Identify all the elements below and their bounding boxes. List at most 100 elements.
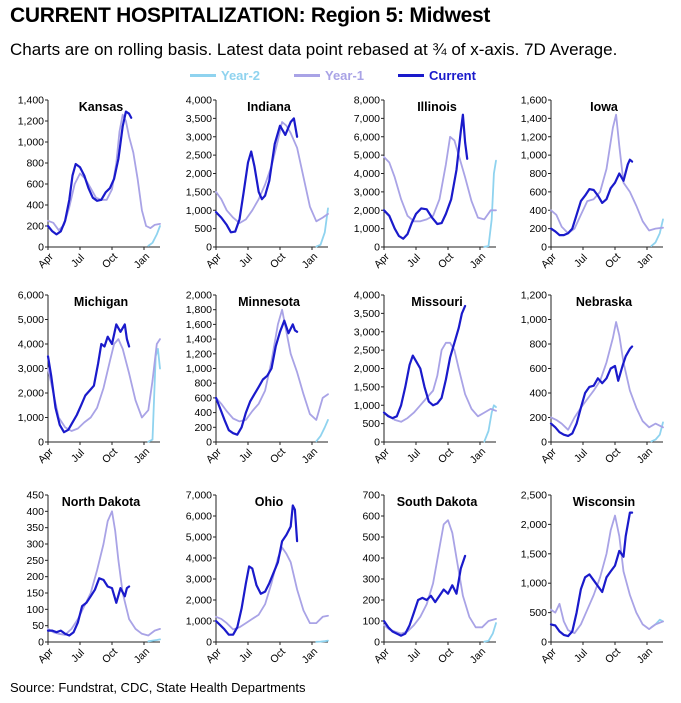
y-tick-label: 1,000 (521, 150, 547, 162)
series-current-line (214, 504, 299, 636)
x-tick-label: Jul (69, 447, 87, 465)
y-tick-label: 1,500 (354, 381, 380, 393)
y-tick-label: 200 (26, 221, 44, 233)
chart-nebraska: 0 200 400 600 800 1,000 1,200 Apr Jul Oct Jan Nebra… (521, 290, 664, 466)
y-tick-label: 50 (32, 620, 44, 632)
y-tick-label: 7,000 (354, 113, 380, 125)
series-year-1-line (215, 121, 329, 225)
x-tick-label: Jul (237, 252, 255, 270)
series-year-1-line (215, 546, 329, 631)
series-year-1-line (550, 514, 664, 635)
y-tick-label: 350 (26, 522, 44, 534)
y-tick-label: 400 (362, 553, 380, 565)
y-tick-label: 5,000 (18, 314, 44, 326)
y-tick-label: 2,000 (354, 363, 380, 375)
legend-label-current: Current (429, 67, 476, 83)
y-tick-label: 2,000 (186, 595, 212, 607)
x-tick-label: Oct (268, 646, 288, 666)
y-tick-label: 500 (362, 418, 380, 430)
y-tick-label: 2,500 (354, 345, 380, 357)
series-year-1-line (383, 341, 497, 423)
y-tick-label: 2,000 (521, 519, 547, 531)
y-tick-label: 0 (541, 637, 547, 649)
y-tick-label: 1,400 (186, 334, 212, 346)
x-tick-label: Apr (204, 251, 224, 271)
y-tick-label: 800 (529, 168, 547, 180)
y-tick-label: 1,000 (521, 578, 547, 590)
x-tick-label: Jan (468, 646, 489, 667)
y-tick-label: 100 (26, 604, 44, 616)
y-tick-label: 6,000 (18, 290, 44, 302)
x-tick-label: Oct (100, 251, 120, 271)
x-tick-label: Jan (132, 251, 153, 272)
y-tick-label: 0 (38, 242, 44, 254)
y-tick-label: 200 (362, 595, 380, 607)
legend-label-year-2: Year-2 (221, 67, 261, 83)
y-tick-label: 3,500 (186, 113, 212, 125)
x-tick-label: Jan (132, 646, 153, 667)
series-current-line (46, 577, 131, 637)
x-tick-label: Jul (405, 447, 423, 465)
chart-title: South Dakota (397, 495, 479, 509)
y-tick-label: 300 (26, 539, 44, 551)
y-tick-label: 1,500 (521, 548, 547, 560)
x-tick-label: Jan (300, 646, 321, 667)
x-tick-label: Apr (36, 646, 56, 666)
y-tick-label: 400 (529, 205, 547, 217)
y-tick-label: 6,000 (186, 511, 212, 523)
x-tick-label: Oct (436, 251, 456, 271)
y-tick-label: 500 (194, 223, 212, 235)
y-tick-label: 400 (194, 407, 212, 419)
chart-kansas: 0 200 400 600 800 1,000 1,200 1,400 Apr Jul Oct Jan… (18, 95, 161, 272)
source-note: Source: Fundstrat, CDC, State Health Dep… (10, 680, 306, 695)
x-tick-label: Oct (603, 251, 623, 271)
chart-minnesota: 0 200 400 600 800 1,000 1,200 1,400 1,600 1,800 2,… (186, 290, 329, 466)
y-tick-label: 1,000 (521, 314, 547, 326)
legend: Year-2 Year-1 Current (190, 66, 550, 84)
chart-title: Iowa (590, 100, 619, 114)
x-tick-label: Oct (268, 251, 288, 271)
y-tick-label: 1,000 (186, 616, 212, 628)
y-tick-label: 800 (194, 378, 212, 390)
x-tick-label: Jul (572, 252, 590, 270)
series-current-line (382, 554, 467, 637)
series-year-2-line (650, 218, 664, 248)
y-tick-label: 600 (194, 392, 212, 404)
y-tick-label: 4,000 (354, 290, 380, 302)
y-tick-label: 1,600 (521, 95, 547, 107)
x-tick-label: Jan (132, 446, 153, 467)
y-tick-label: 4,000 (186, 95, 212, 107)
y-tick-label: 6,000 (354, 131, 380, 143)
series-year-1-line (47, 510, 161, 637)
y-tick-label: 300 (362, 574, 380, 586)
chart-title: Indiana (247, 100, 292, 114)
y-tick-label: 500 (529, 607, 547, 619)
series-year-1-line (47, 338, 161, 432)
x-tick-label: Jul (237, 447, 255, 465)
x-tick-label: Jan (635, 251, 656, 272)
legend-item-year-2: Year-2 (190, 66, 260, 84)
y-tick-label: 0 (206, 242, 212, 254)
series-year-2-line (483, 622, 497, 643)
x-tick-label: Apr (539, 251, 559, 271)
chart-title: Minnesota (238, 295, 301, 309)
series-current-line (46, 110, 133, 236)
y-tick-label: 1,400 (521, 113, 547, 125)
series-current-line (46, 323, 131, 434)
x-tick-label: Oct (603, 646, 623, 666)
x-tick-label: Oct (100, 646, 120, 666)
y-tick-label: 0 (374, 242, 380, 254)
x-tick-label: Oct (436, 446, 456, 466)
page-title: CURRENT HOSPITALIZATION: Region 5: Midwe… (10, 4, 491, 27)
legend-label-year-1: Year-1 (325, 67, 365, 83)
y-tick-label: 1,400 (18, 95, 44, 107)
y-tick-label: 1,200 (521, 290, 547, 302)
y-tick-label: 200 (529, 223, 547, 235)
chart-title: Michigan (74, 295, 128, 309)
y-tick-label: 0 (374, 637, 380, 649)
y-tick-label: 1,200 (186, 348, 212, 360)
y-tick-label: 3,000 (186, 131, 212, 143)
x-tick-label: Jan (635, 646, 656, 667)
x-tick-label: Jul (572, 447, 590, 465)
x-tick-label: Apr (539, 446, 559, 466)
